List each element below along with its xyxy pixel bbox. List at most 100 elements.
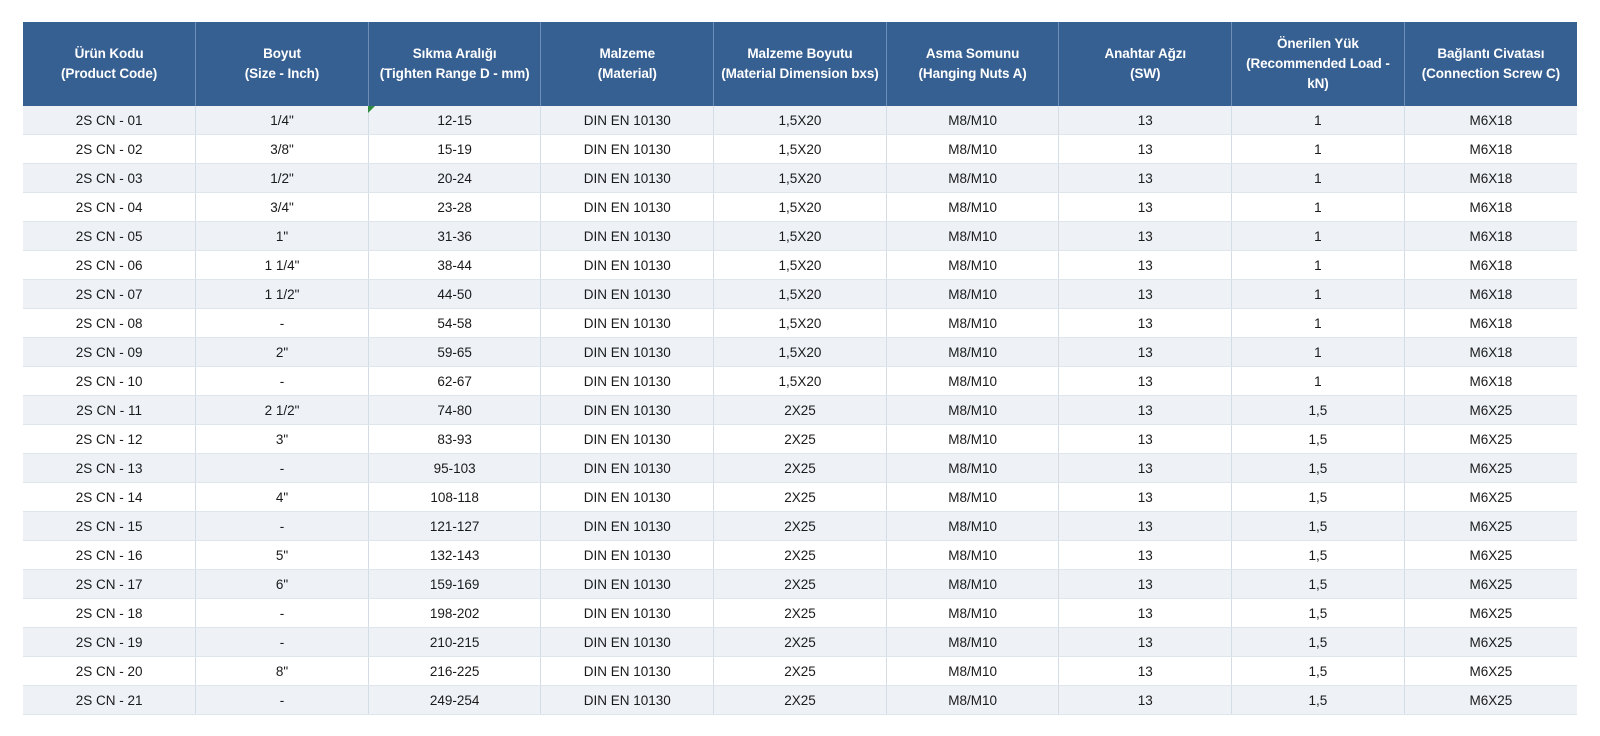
cell-connection-screw[interactable]: M6X25 xyxy=(1404,627,1577,657)
cell-recommended-load[interactable]: 1,5 xyxy=(1231,656,1405,686)
cell-material-dimension[interactable]: 1,5X20 xyxy=(713,250,887,280)
cell-recommended-load[interactable]: 1,5 xyxy=(1231,598,1405,628)
cell-tighten-range[interactable]: 38-44 xyxy=(368,250,542,280)
cell-size[interactable]: 3/8" xyxy=(195,134,369,164)
header-material[interactable]: Malzeme (Material) xyxy=(540,22,715,106)
cell-product-code[interactable]: 2S CN - 15 xyxy=(23,511,197,541)
cell-tighten-range[interactable]: 44-50 xyxy=(368,279,542,309)
cell-material-dimension[interactable]: 1,5X20 xyxy=(713,192,887,222)
cell-product-code[interactable]: 2S CN - 03 xyxy=(23,163,197,193)
cell-wrench-size[interactable]: 13 xyxy=(1058,569,1233,599)
cell-wrench-size[interactable]: 13 xyxy=(1058,279,1233,309)
cell-tighten-range[interactable]: 12-15 xyxy=(368,106,542,135)
cell-product-code[interactable]: 2S CN - 07 xyxy=(23,279,197,309)
cell-size[interactable]: 1 1/4" xyxy=(195,250,369,280)
cell-tighten-range[interactable]: 159-169 xyxy=(368,569,542,599)
cell-wrench-size[interactable]: 13 xyxy=(1058,598,1233,628)
cell-recommended-load[interactable]: 1 xyxy=(1231,308,1405,338)
cell-connection-screw[interactable]: M6X18 xyxy=(1404,279,1577,309)
cell-size[interactable]: - xyxy=(195,453,369,483)
cell-tighten-range[interactable]: 20-24 xyxy=(368,163,542,193)
cell-wrench-size[interactable]: 13 xyxy=(1058,511,1233,541)
cell-hanging-nuts[interactable]: M8/M10 xyxy=(886,366,1060,396)
cell-recommended-load[interactable]: 1,5 xyxy=(1231,453,1405,483)
cell-material-dimension[interactable]: 2X25 xyxy=(713,453,887,483)
cell-connection-screw[interactable]: M6X18 xyxy=(1404,134,1577,164)
cell-material[interactable]: DIN EN 10130 xyxy=(540,163,715,193)
cell-material-dimension[interactable]: 1,5X20 xyxy=(713,221,887,251)
cell-material-dimension[interactable]: 2X25 xyxy=(713,395,887,425)
cell-product-code[interactable]: 2S CN - 10 xyxy=(23,366,197,396)
cell-material[interactable]: DIN EN 10130 xyxy=(540,656,715,686)
cell-product-code[interactable]: 2S CN - 16 xyxy=(23,540,197,570)
cell-tighten-range[interactable]: 95-103 xyxy=(368,453,542,483)
cell-product-code[interactable]: 2S CN - 02 xyxy=(23,134,197,164)
cell-connection-screw[interactable]: M6X25 xyxy=(1404,424,1577,454)
cell-wrench-size[interactable]: 13 xyxy=(1058,192,1233,222)
cell-hanging-nuts[interactable]: M8/M10 xyxy=(886,163,1060,193)
cell-product-code[interactable]: 2S CN - 14 xyxy=(23,482,197,512)
cell-tighten-range[interactable]: 54-58 xyxy=(368,308,542,338)
cell-recommended-load[interactable]: 1,5 xyxy=(1231,685,1405,715)
cell-tighten-range[interactable]: 31-36 xyxy=(368,221,542,251)
cell-product-code[interactable]: 2S CN - 06 xyxy=(23,250,197,280)
cell-material-dimension[interactable]: 2X25 xyxy=(713,685,887,715)
cell-size[interactable]: 2" xyxy=(195,337,369,367)
cell-size[interactable]: - xyxy=(195,511,369,541)
cell-material-dimension[interactable]: 2X25 xyxy=(713,627,887,657)
cell-connection-screw[interactable]: M6X18 xyxy=(1404,221,1577,251)
cell-wrench-size[interactable]: 13 xyxy=(1058,395,1233,425)
header-material-dimension[interactable]: Malzeme Boyutu (Material Dimension bxs) xyxy=(713,22,887,106)
cell-size[interactable]: 6" xyxy=(195,569,369,599)
cell-connection-screw[interactable]: M6X18 xyxy=(1404,308,1577,338)
cell-connection-screw[interactable]: M6X18 xyxy=(1404,250,1577,280)
cell-product-code[interactable]: 2S CN - 18 xyxy=(23,598,197,628)
cell-hanging-nuts[interactable]: M8/M10 xyxy=(886,482,1060,512)
cell-connection-screw[interactable]: M6X25 xyxy=(1404,453,1577,483)
cell-product-code[interactable]: 2S CN - 05 xyxy=(23,221,197,251)
cell-material-dimension[interactable]: 2X25 xyxy=(713,598,887,628)
cell-size[interactable]: - xyxy=(195,598,369,628)
cell-material-dimension[interactable]: 1,5X20 xyxy=(713,279,887,309)
cell-wrench-size[interactable]: 13 xyxy=(1058,482,1233,512)
cell-tighten-range[interactable]: 62-67 xyxy=(368,366,542,396)
cell-material[interactable]: DIN EN 10130 xyxy=(540,134,715,164)
cell-material[interactable]: DIN EN 10130 xyxy=(540,279,715,309)
cell-connection-screw[interactable]: M6X18 xyxy=(1404,106,1577,135)
cell-hanging-nuts[interactable]: M8/M10 xyxy=(886,685,1060,715)
cell-hanging-nuts[interactable]: M8/M10 xyxy=(886,598,1060,628)
cell-material[interactable]: DIN EN 10130 xyxy=(540,192,715,222)
cell-material-dimension[interactable]: 2X25 xyxy=(713,569,887,599)
cell-size[interactable]: 3/4" xyxy=(195,192,369,222)
cell-hanging-nuts[interactable]: M8/M10 xyxy=(886,453,1060,483)
cell-connection-screw[interactable]: M6X25 xyxy=(1404,598,1577,628)
cell-connection-screw[interactable]: M6X18 xyxy=(1404,366,1577,396)
cell-hanging-nuts[interactable]: M8/M10 xyxy=(886,106,1060,135)
cell-wrench-size[interactable]: 13 xyxy=(1058,627,1233,657)
header-hanging-nuts[interactable]: Asma Somunu (Hanging Nuts A) xyxy=(886,22,1060,106)
cell-tighten-range[interactable]: 59-65 xyxy=(368,337,542,367)
cell-tighten-range[interactable]: 216-225 xyxy=(368,656,542,686)
cell-wrench-size[interactable]: 13 xyxy=(1058,424,1233,454)
header-connection-screw[interactable]: Bağlantı Civatası (Connection Screw C) xyxy=(1404,22,1577,106)
header-recommended-load[interactable]: Önerilen Yük (Recommended Load - kN) xyxy=(1231,22,1405,106)
cell-wrench-size[interactable]: 13 xyxy=(1058,337,1233,367)
cell-hanging-nuts[interactable]: M8/M10 xyxy=(886,279,1060,309)
cell-hanging-nuts[interactable]: M8/M10 xyxy=(886,221,1060,251)
cell-connection-screw[interactable]: M6X25 xyxy=(1404,482,1577,512)
cell-material[interactable]: DIN EN 10130 xyxy=(540,424,715,454)
cell-material[interactable]: DIN EN 10130 xyxy=(540,106,715,135)
cell-size[interactable]: 5" xyxy=(195,540,369,570)
cell-tighten-range[interactable]: 121-127 xyxy=(368,511,542,541)
cell-hanging-nuts[interactable]: M8/M10 xyxy=(886,134,1060,164)
cell-hanging-nuts[interactable]: M8/M10 xyxy=(886,395,1060,425)
cell-product-code[interactable]: 2S CN - 20 xyxy=(23,656,197,686)
cell-recommended-load[interactable]: 1,5 xyxy=(1231,540,1405,570)
cell-tighten-range[interactable]: 210-215 xyxy=(368,627,542,657)
cell-product-code[interactable]: 2S CN - 11 xyxy=(23,395,197,425)
cell-product-code[interactable]: 2S CN - 12 xyxy=(23,424,197,454)
cell-wrench-size[interactable]: 13 xyxy=(1058,308,1233,338)
cell-material[interactable]: DIN EN 10130 xyxy=(540,337,715,367)
cell-hanging-nuts[interactable]: M8/M10 xyxy=(886,308,1060,338)
cell-size[interactable]: 2 1/2" xyxy=(195,395,369,425)
